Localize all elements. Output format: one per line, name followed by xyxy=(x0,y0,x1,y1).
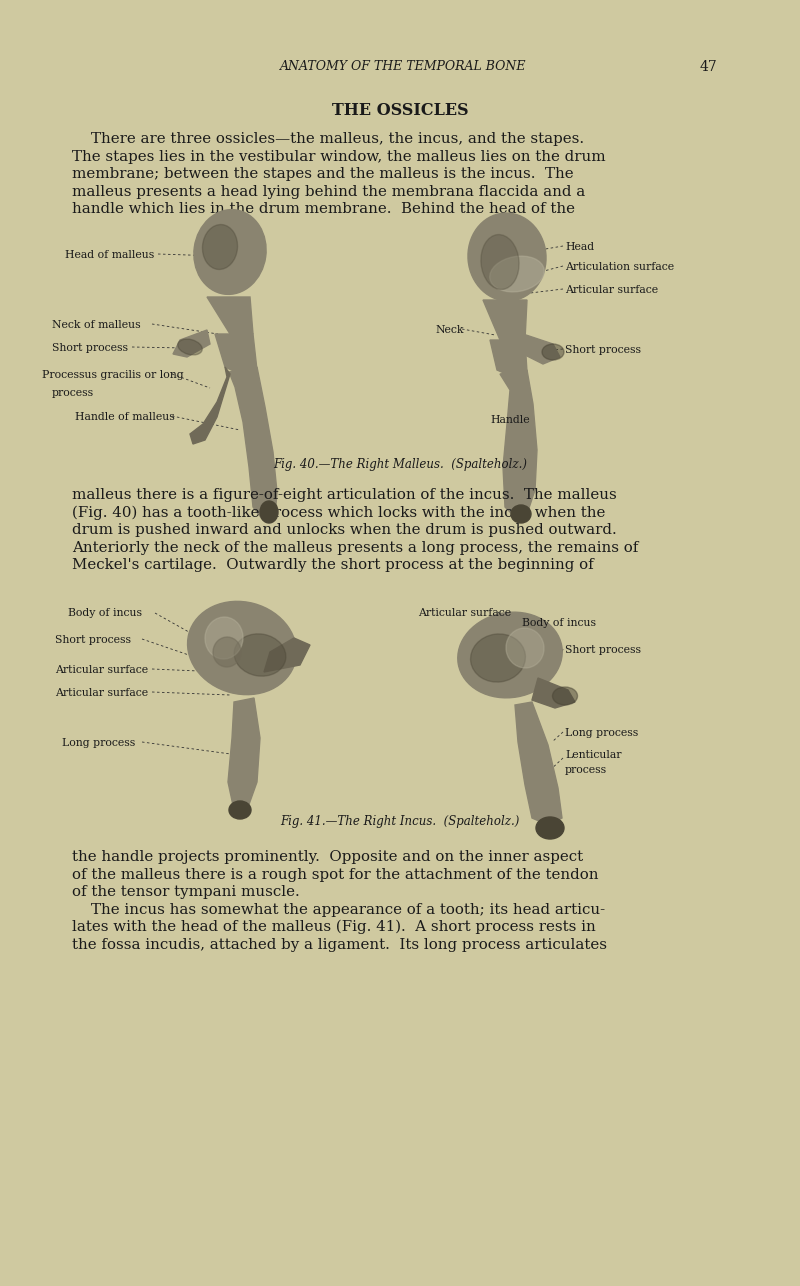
Text: There are three ossicles—the malleus, the incus, and the stapes.: There are three ossicles—the malleus, th… xyxy=(72,132,584,147)
Polygon shape xyxy=(523,334,560,364)
Ellipse shape xyxy=(194,210,266,294)
Text: Long process: Long process xyxy=(565,728,638,738)
Text: Meckel's cartilage.  Outwardly the short process at the beginning of: Meckel's cartilage. Outwardly the short … xyxy=(72,558,594,572)
Text: Articular surface: Articular surface xyxy=(55,665,148,675)
Polygon shape xyxy=(190,367,230,444)
Text: malleus there is a figure-of-eight articulation of the incus.  The malleus: malleus there is a figure-of-eight artic… xyxy=(72,487,617,502)
Polygon shape xyxy=(532,678,575,709)
Text: Body of incus: Body of incus xyxy=(68,608,142,619)
Text: Short process: Short process xyxy=(52,343,128,352)
Text: Articular surface: Articular surface xyxy=(55,688,148,698)
Text: membrane; between the stapes and the malleus is the incus.  The: membrane; between the stapes and the mal… xyxy=(72,167,574,181)
Text: Lenticular: Lenticular xyxy=(565,750,622,760)
Text: the fossa incudis, attached by a ligament.  Its long process articulates: the fossa incudis, attached by a ligamen… xyxy=(72,937,607,952)
Ellipse shape xyxy=(536,817,564,838)
Ellipse shape xyxy=(205,617,243,658)
Polygon shape xyxy=(228,698,260,810)
Text: The incus has somewhat the appearance of a tooth; its head articu-: The incus has somewhat the appearance of… xyxy=(72,903,605,917)
Text: Short process: Short process xyxy=(565,646,641,655)
Text: Short process: Short process xyxy=(55,635,131,646)
Ellipse shape xyxy=(470,634,526,682)
Text: Neck of malleus: Neck of malleus xyxy=(52,320,141,331)
Text: Handle: Handle xyxy=(490,415,530,424)
Text: (Fig. 40) has a tooth-like process which locks with the incus when the: (Fig. 40) has a tooth-like process which… xyxy=(72,505,606,520)
Text: 47: 47 xyxy=(700,60,718,75)
Text: Anteriorly the neck of the malleus presents a long process, the remains of: Anteriorly the neck of the malleus prese… xyxy=(72,540,638,554)
Ellipse shape xyxy=(234,634,286,676)
Text: Head of malleus: Head of malleus xyxy=(65,249,154,260)
Ellipse shape xyxy=(553,687,578,705)
Text: drum is pushed inward and unlocks when the drum is pushed outward.: drum is pushed inward and unlocks when t… xyxy=(72,523,617,538)
Polygon shape xyxy=(515,702,562,826)
Polygon shape xyxy=(215,334,257,374)
Text: The stapes lies in the vestibular window, the malleus lies on the drum: The stapes lies in the vestibular window… xyxy=(72,149,606,163)
Text: Articular surface: Articular surface xyxy=(565,285,658,294)
Text: Head: Head xyxy=(565,242,594,252)
Ellipse shape xyxy=(511,505,531,523)
Ellipse shape xyxy=(229,801,251,819)
Text: Fig. 41.—The Right Incus.  (Spalteholz.): Fig. 41.—The Right Incus. (Spalteholz.) xyxy=(280,815,520,828)
Text: Articulation surface: Articulation surface xyxy=(565,262,674,273)
Text: Fig. 40.—The Right Malleus.  (Spalteholz.): Fig. 40.—The Right Malleus. (Spalteholz.… xyxy=(273,458,527,471)
Polygon shape xyxy=(490,340,527,377)
Text: Processus gracilis or long: Processus gracilis or long xyxy=(42,370,184,379)
Text: handle which lies in the drum membrane.  Behind the head of the: handle which lies in the drum membrane. … xyxy=(72,202,575,216)
Text: Long process: Long process xyxy=(62,738,135,748)
Ellipse shape xyxy=(542,343,564,360)
Ellipse shape xyxy=(481,234,519,289)
Text: process: process xyxy=(565,765,607,775)
Ellipse shape xyxy=(202,225,238,270)
Polygon shape xyxy=(229,367,277,520)
Ellipse shape xyxy=(458,612,562,698)
Ellipse shape xyxy=(490,256,544,292)
Text: of the malleus there is a rough spot for the attachment of the tendon: of the malleus there is a rough spot for… xyxy=(72,868,598,881)
Text: process: process xyxy=(52,388,94,397)
Ellipse shape xyxy=(260,502,278,523)
Ellipse shape xyxy=(506,628,544,667)
Ellipse shape xyxy=(213,637,241,667)
Ellipse shape xyxy=(178,340,202,355)
Text: ANATOMY OF THE TEMPORAL BONE: ANATOMY OF THE TEMPORAL BONE xyxy=(280,60,526,73)
Text: lates with the head of the malleus (Fig. 41).  A short process rests in: lates with the head of the malleus (Fig.… xyxy=(72,919,596,935)
Polygon shape xyxy=(207,297,253,334)
Text: Body of incus: Body of incus xyxy=(522,619,596,628)
Ellipse shape xyxy=(187,602,297,694)
Text: malleus presents a head lying behind the membrana flaccida and a: malleus presents a head lying behind the… xyxy=(72,184,586,198)
Text: Articular surface: Articular surface xyxy=(418,608,511,619)
Text: the handle projects prominently.  Opposite and on the inner aspect: the handle projects prominently. Opposit… xyxy=(72,850,583,864)
Polygon shape xyxy=(500,370,537,517)
Polygon shape xyxy=(483,300,527,340)
Polygon shape xyxy=(264,638,310,673)
Ellipse shape xyxy=(468,213,546,301)
Text: of the tensor tympani muscle.: of the tensor tympani muscle. xyxy=(72,885,300,899)
Text: Short process: Short process xyxy=(565,345,641,355)
Text: Handle of malleus: Handle of malleus xyxy=(75,412,174,422)
Text: THE OSSICLES: THE OSSICLES xyxy=(332,102,468,120)
Text: Neck: Neck xyxy=(435,325,463,334)
Polygon shape xyxy=(173,331,210,358)
